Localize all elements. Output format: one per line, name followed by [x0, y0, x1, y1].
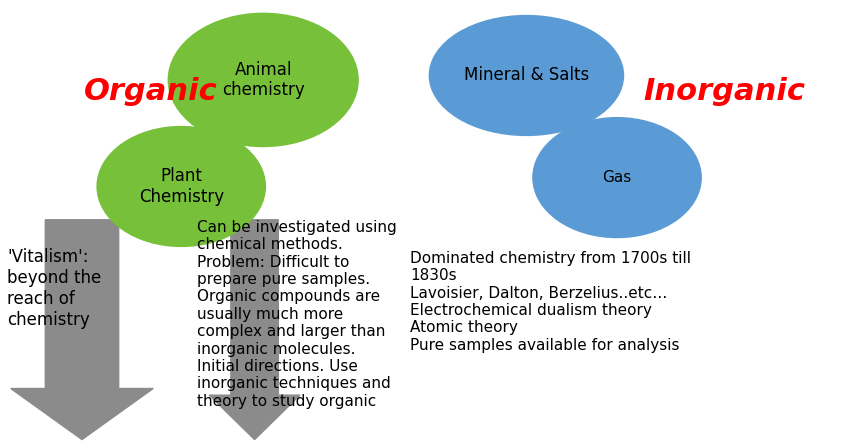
Text: Inorganic: Inorganic [643, 76, 805, 106]
Text: Dominated chemistry from 1700s till
1830s
Lavoisier, Dalton, Berzelius..etc…
Ele: Dominated chemistry from 1700s till 1830… [410, 251, 691, 353]
Text: Mineral & Salts: Mineral & Salts [463, 67, 589, 84]
Text: Organic: Organic [85, 76, 217, 106]
Text: Gas: Gas [602, 170, 632, 185]
Polygon shape [10, 220, 153, 440]
Polygon shape [209, 220, 300, 440]
Ellipse shape [97, 127, 266, 246]
Text: Plant
Chemistry: Plant Chemistry [139, 167, 224, 206]
Ellipse shape [168, 13, 358, 147]
Ellipse shape [532, 118, 701, 238]
Text: Can be investigated using
chemical methods.
Problem: Difficult to
prepare pure s: Can be investigated using chemical metho… [197, 220, 396, 409]
Text: 'Vitalism':
beyond the
reach of
chemistry: 'Vitalism': beyond the reach of chemistr… [7, 248, 101, 329]
Ellipse shape [429, 16, 623, 135]
Text: Animal
chemistry: Animal chemistry [222, 60, 305, 99]
